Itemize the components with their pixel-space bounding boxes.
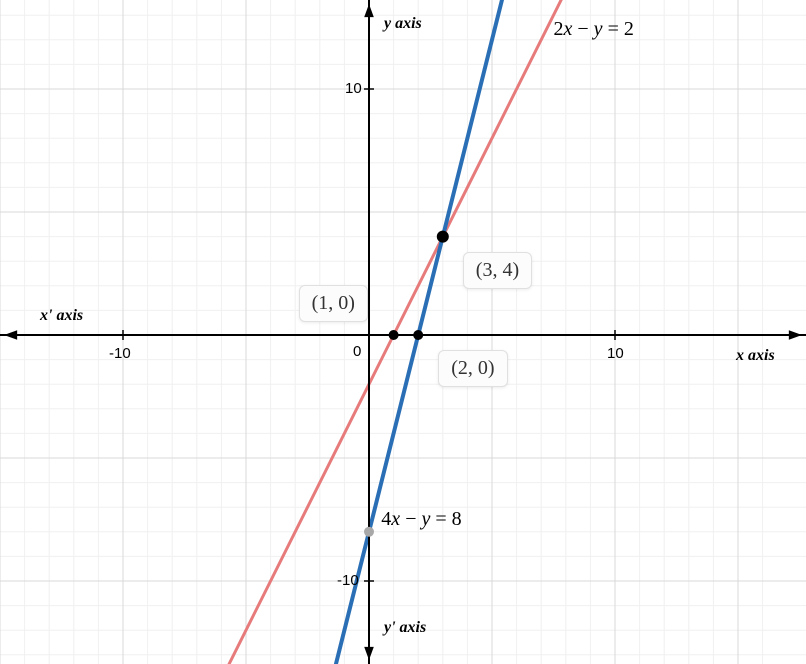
origin-label: 0 — [353, 343, 361, 360]
chart-svg — [0, 0, 806, 664]
y-tick-label: -10 — [337, 572, 359, 589]
x-tick-label: 10 — [607, 345, 624, 362]
point-label: (1, 0) — [299, 285, 368, 322]
x-axis-label-neg: x' axis — [40, 307, 83, 325]
point-label: (3, 4) — [463, 252, 532, 289]
point-label: (2, 0) — [438, 350, 507, 387]
line-equation-label: 4x − y = 8 — [381, 508, 461, 531]
line-equation-label: 2x − y = 2 — [554, 18, 634, 41]
y-axis-label-neg: y' axis — [384, 619, 426, 637]
coordinate-plane: -10 10 -10 10 0 x axis x' axis y axis y' axis 2x … — [0, 0, 806, 664]
y-axis-label-pos: y axis — [384, 15, 422, 33]
x-tick-label: -10 — [109, 345, 131, 362]
y-tick-label: 10 — [345, 80, 362, 97]
x-axis-label-pos: x axis — [736, 347, 775, 365]
